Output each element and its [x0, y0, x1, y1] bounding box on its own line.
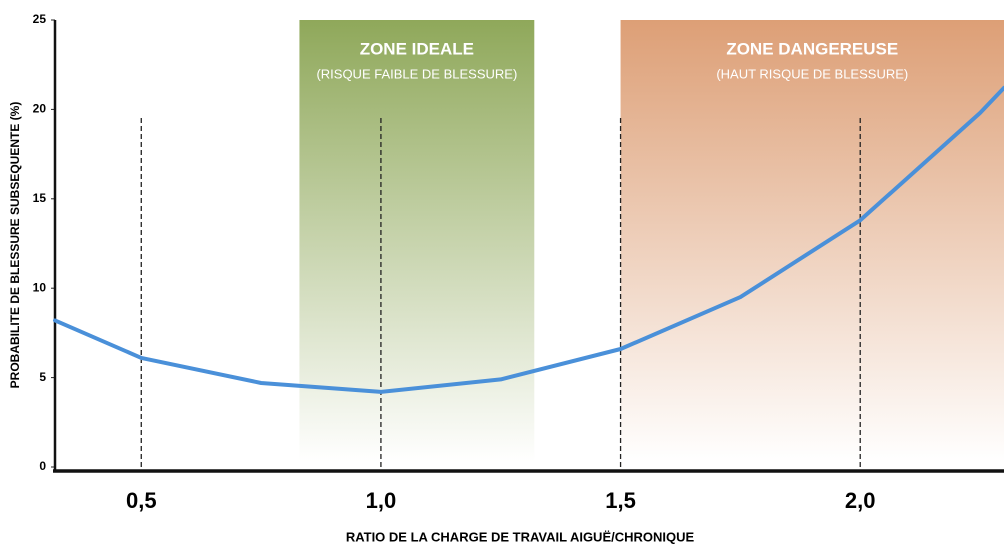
zone — [299, 20, 535, 462]
x-axis-title: RATIO DE LA CHARGE DE TRAVAIL AIGUË/CHRO… — [346, 529, 695, 544]
y-tick-label: 20 — [33, 102, 47, 116]
y-tick-label: 15 — [33, 191, 47, 205]
x-tick-label: 0,5 — [126, 488, 157, 513]
zone — [620, 20, 1004, 462]
x-tick-label: 1,0 — [366, 488, 397, 513]
zone-subtitle: (RISQUE FAIBLE DE BLESSURE) — [316, 66, 517, 81]
x-tick-label: 1,5 — [605, 488, 636, 513]
y-tick-label: 0 — [39, 459, 46, 473]
zone-title: ZONE IDEALE — [360, 39, 474, 58]
x-tick-label: 2,0 — [845, 488, 876, 513]
zone-title: ZONE DANGEREUSE — [726, 39, 898, 58]
y-tick-label: 5 — [39, 370, 46, 384]
curve — [53, 85, 1004, 394]
y-tick-label: 25 — [33, 12, 47, 26]
zone-subtitle: (HAUT RISQUE DE BLESSURE) — [716, 66, 908, 81]
y-axis-title: PROBABILITE DE BLESSURE SUBSEQUENTE (%) — [8, 102, 22, 389]
y-tick-label: 10 — [33, 280, 47, 294]
